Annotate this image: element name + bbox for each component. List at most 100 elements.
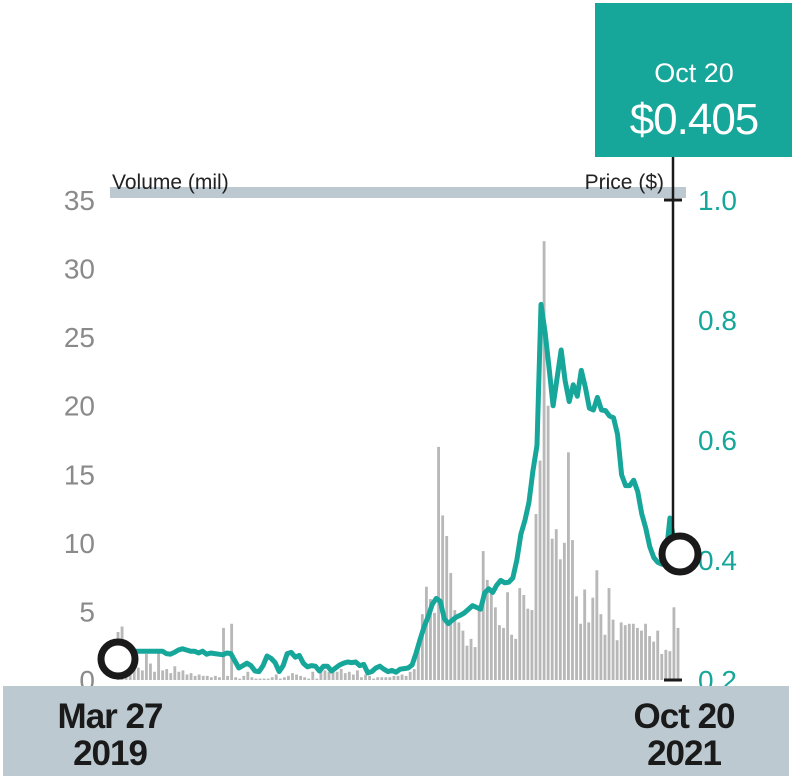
volume-bar (400, 674, 404, 680)
volume-bar (611, 619, 615, 680)
volume-bar (437, 446, 440, 680)
volume-bar (262, 678, 266, 680)
volume-bar (299, 675, 303, 680)
volume-bar (136, 667, 140, 680)
volume-bar (648, 636, 652, 680)
volume-bar (579, 623, 583, 680)
volume-bar (433, 612, 436, 680)
volume-bar (144, 653, 148, 680)
volume-bar (453, 610, 457, 680)
volume-bar (408, 671, 412, 680)
volume-bar (201, 675, 205, 680)
volume-bar (623, 625, 627, 680)
volume-bar (323, 670, 327, 680)
volume-bar (140, 670, 144, 680)
volume-bar (388, 677, 392, 680)
start-point-marker (97, 638, 139, 680)
volume-bar (291, 673, 294, 680)
volume-bar (311, 671, 315, 680)
header-band (110, 187, 686, 198)
volume-bar (420, 614, 424, 680)
volume-bar (615, 640, 619, 680)
volume-bar (364, 674, 367, 680)
volume-bar (173, 666, 177, 680)
right-tick-label: 0.8 (698, 305, 737, 336)
volume-bar (664, 649, 668, 680)
volume-bar (477, 607, 481, 680)
volume-bar (356, 670, 359, 680)
price-line (115, 301, 681, 676)
volume-bar (546, 405, 550, 680)
volume-bar (554, 529, 558, 680)
volume-bar (522, 594, 526, 680)
volume-bar (303, 677, 307, 680)
volume-bar (238, 678, 242, 680)
volume-bar (571, 540, 574, 680)
volume-bar (506, 592, 509, 680)
start-year-label: 2019 (73, 734, 147, 773)
volume-bar (416, 644, 420, 680)
volume-bar (481, 551, 485, 680)
callout-price: $0.405 (630, 95, 759, 144)
volume-bar (185, 674, 189, 680)
volume-bar (465, 645, 469, 680)
volume-bar (380, 677, 384, 680)
left-tick-label: 30 (64, 254, 95, 285)
volume-bar (567, 452, 570, 680)
volume-bar (335, 671, 339, 680)
volume-bar (599, 614, 603, 680)
volume-bar (360, 677, 363, 680)
volume-bar (372, 678, 376, 680)
right-axis-ticks: 0.20.40.60.81.0 (698, 185, 737, 696)
left-axis-title: Volume (mil) (112, 171, 229, 194)
volume-bar (510, 634, 514, 680)
volume-bar (514, 638, 518, 680)
volume-bar (234, 677, 238, 680)
volume-bar (218, 677, 221, 680)
volume-bar (242, 675, 246, 680)
volume-bar (457, 622, 461, 680)
volume-bars (116, 241, 680, 680)
volume-bar (412, 669, 416, 680)
volume-bar (226, 675, 229, 680)
volume-bar (530, 610, 534, 680)
volume-bar (213, 675, 217, 680)
volume-bar (347, 671, 351, 680)
volume-bar (197, 674, 201, 680)
volume-bar (502, 627, 505, 680)
volume-bar (295, 674, 298, 680)
volume-bar (562, 542, 566, 680)
volume-bar (652, 641, 656, 680)
volume-bar (441, 515, 445, 680)
volume-bar (575, 596, 578, 680)
volume-bar (384, 677, 388, 680)
volume-bar (404, 675, 408, 680)
volume-bar (177, 671, 181, 680)
price-callout-box (595, 3, 792, 157)
volume-bar (449, 573, 453, 680)
volume-bar (396, 675, 400, 680)
volume-bar (429, 599, 432, 680)
volume-bar (165, 669, 169, 680)
volume-bar (343, 673, 347, 680)
volume-bar (607, 588, 611, 680)
volume-bar (351, 674, 355, 680)
volume-bar (169, 673, 173, 680)
volume-bar (258, 678, 262, 680)
left-tick-label: 25 (64, 322, 95, 353)
volume-bar (595, 570, 599, 680)
volume-bar (153, 671, 156, 680)
volume-bar (209, 677, 213, 680)
volume-bar (445, 536, 449, 680)
volume-bar (631, 623, 635, 680)
left-tick-label: 15 (64, 459, 95, 490)
volume-bar (368, 675, 372, 680)
right-tick-label: 1.0 (698, 185, 737, 216)
right-tick-label: 0.6 (698, 425, 737, 456)
volume-bar (376, 677, 380, 680)
volume-bar (266, 678, 270, 680)
volume-bar (331, 669, 335, 680)
volume-bar (656, 630, 660, 680)
